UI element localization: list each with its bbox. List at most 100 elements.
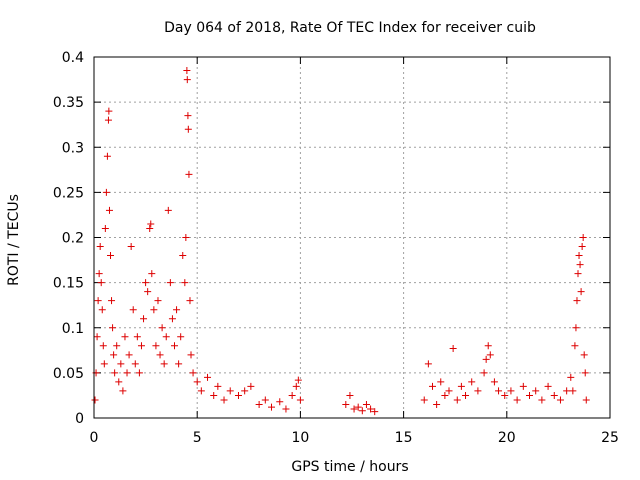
data-point	[428, 382, 436, 390]
data-point	[197, 387, 205, 395]
data-point	[433, 400, 441, 408]
data-point	[486, 351, 494, 359]
chart-title: Day 064 of 2018, Rate Of TEC Index for r…	[164, 20, 536, 36]
x-axis-label: GPS time / hours	[291, 459, 408, 475]
data-point	[234, 391, 242, 399]
data-point	[146, 224, 154, 232]
x-tick-label: 25	[601, 430, 619, 446]
data-point	[186, 297, 194, 305]
data-point	[147, 220, 155, 228]
data-point	[288, 391, 296, 399]
x-tick-label: 0	[90, 430, 99, 446]
x-tick-label: 5	[193, 430, 202, 446]
data-point	[346, 391, 354, 399]
data-point	[102, 188, 110, 196]
data-point	[226, 387, 234, 395]
data-point	[519, 382, 527, 390]
data-point	[581, 369, 589, 377]
data-point	[111, 369, 119, 377]
data-point	[152, 342, 160, 350]
data-point	[177, 333, 185, 341]
y-tick-label: 0.2	[62, 231, 84, 247]
data-point	[105, 107, 113, 115]
data-point	[268, 403, 276, 411]
data-point	[184, 125, 192, 133]
x-axis-ticks: 0 5 10 15 20 25	[90, 57, 619, 446]
x-tick-label: 20	[498, 430, 516, 446]
data-point	[294, 376, 302, 384]
y-tick-label: 0.1	[62, 321, 84, 337]
data-point	[495, 387, 503, 395]
data-point	[109, 324, 117, 332]
data-point	[125, 351, 133, 359]
data-point	[193, 378, 201, 386]
data-point	[97, 279, 105, 287]
data-point	[501, 391, 509, 399]
data-point	[140, 315, 148, 323]
data-point	[441, 391, 449, 399]
data-point	[276, 398, 284, 406]
data-point	[575, 252, 583, 260]
data-point	[572, 324, 580, 332]
data-point	[544, 382, 552, 390]
data-point	[437, 378, 445, 386]
data-point	[578, 243, 586, 251]
data-point	[569, 387, 577, 395]
data-point	[179, 252, 187, 260]
data-point	[468, 378, 476, 386]
y-tick-label: 0.35	[53, 95, 84, 111]
data-point	[93, 333, 101, 341]
data-point	[480, 369, 488, 377]
data-point	[457, 382, 465, 390]
data-point	[261, 396, 269, 404]
data-point	[101, 224, 109, 232]
data-point	[103, 152, 111, 160]
data-point	[342, 400, 350, 408]
plot-frame	[93, 56, 611, 419]
data-point	[170, 342, 178, 350]
data-point	[91, 396, 99, 404]
data-point	[150, 306, 158, 314]
data-point	[576, 261, 584, 269]
data-point	[144, 288, 152, 296]
data-point	[577, 288, 585, 296]
data-point	[571, 342, 579, 350]
data-point	[550, 391, 558, 399]
data-point	[99, 342, 107, 350]
y-tick-label: 0.3	[62, 140, 84, 156]
data-point	[95, 270, 103, 278]
data-point	[474, 387, 482, 395]
data-point	[117, 360, 125, 368]
y-tick-label: 0.15	[53, 276, 84, 292]
data-point	[210, 391, 218, 399]
data-point	[183, 76, 191, 84]
data-point	[255, 400, 263, 408]
data-point	[507, 387, 515, 395]
data-point	[484, 342, 492, 350]
data-point	[532, 387, 540, 395]
data-point	[449, 345, 457, 353]
data-point	[168, 315, 176, 323]
data-point	[354, 403, 362, 411]
data-point	[189, 369, 197, 377]
data-point	[108, 297, 116, 305]
data-point	[127, 243, 135, 251]
data-point	[573, 297, 581, 305]
data-point	[185, 170, 193, 178]
data-point	[362, 400, 370, 408]
data-point	[462, 391, 470, 399]
data-point	[445, 387, 453, 395]
x-tick-label: 10	[291, 430, 309, 446]
data-point	[100, 360, 108, 368]
data-point	[115, 378, 123, 386]
data-point	[148, 270, 156, 278]
data-point	[580, 351, 588, 359]
data-point	[104, 116, 112, 124]
data-point	[367, 405, 375, 413]
y-axis-ticks: 0 0.05 0.1 0.15 0.2 0.25 0.3 0.35 0.4	[53, 50, 610, 427]
data-point	[110, 351, 118, 359]
data-points	[91, 67, 590, 416]
data-point	[162, 333, 170, 341]
data-point	[142, 279, 150, 287]
